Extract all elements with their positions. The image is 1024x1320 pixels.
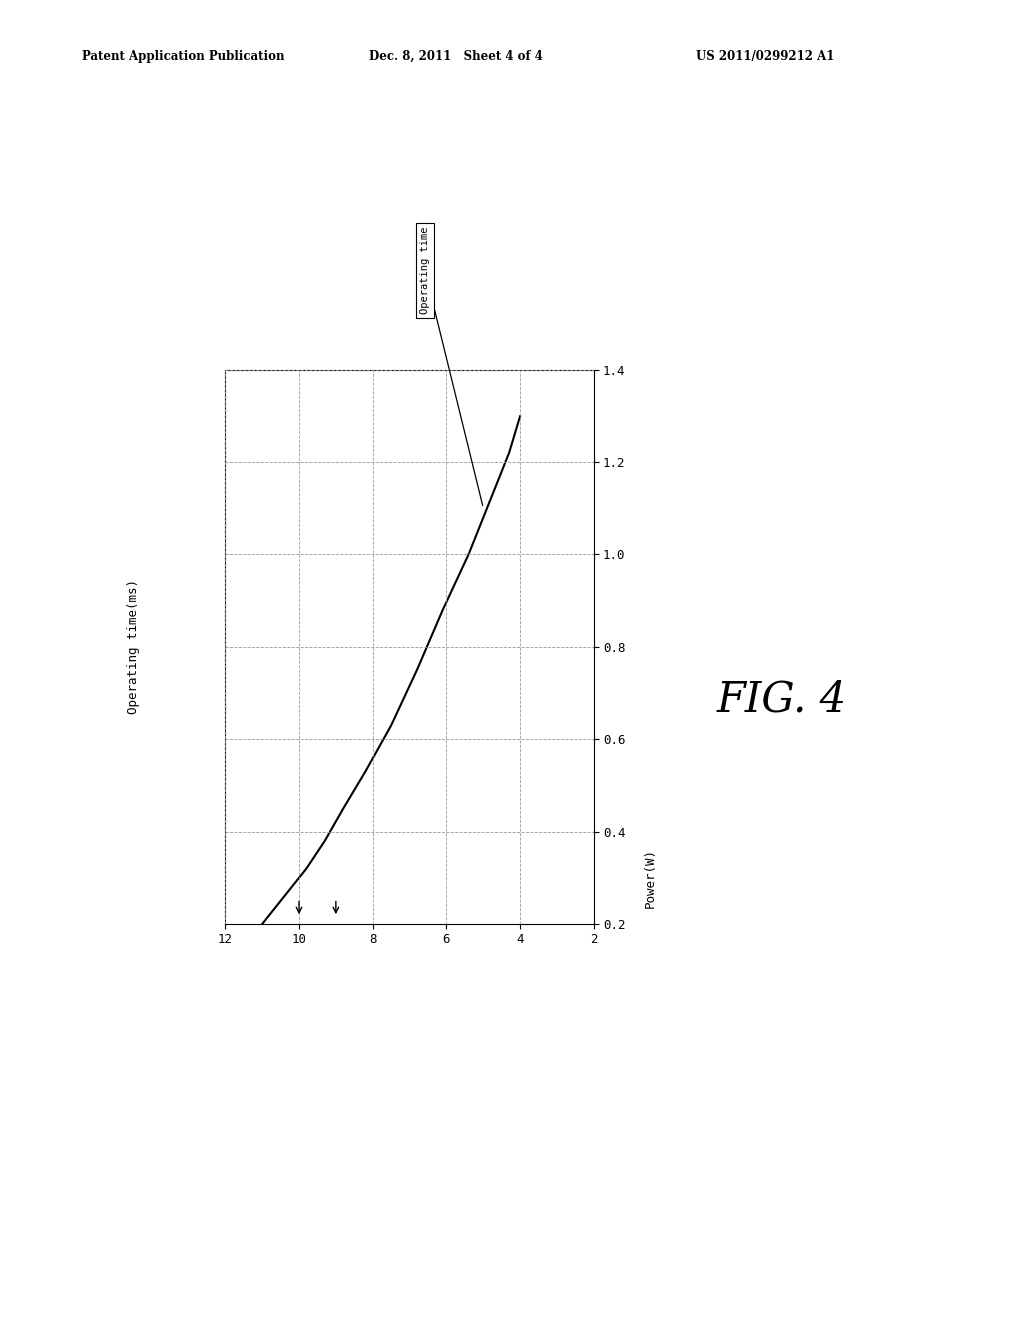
Text: Operating time: Operating time [420, 227, 482, 506]
Text: US 2011/0299212 A1: US 2011/0299212 A1 [696, 50, 835, 63]
Text: FIG. 4: FIG. 4 [717, 678, 847, 721]
Text: Operating time(ms): Operating time(ms) [127, 579, 139, 714]
Text: Patent Application Publication: Patent Application Publication [82, 50, 285, 63]
Text: Power(W): Power(W) [644, 847, 656, 908]
Text: Dec. 8, 2011   Sheet 4 of 4: Dec. 8, 2011 Sheet 4 of 4 [369, 50, 543, 63]
